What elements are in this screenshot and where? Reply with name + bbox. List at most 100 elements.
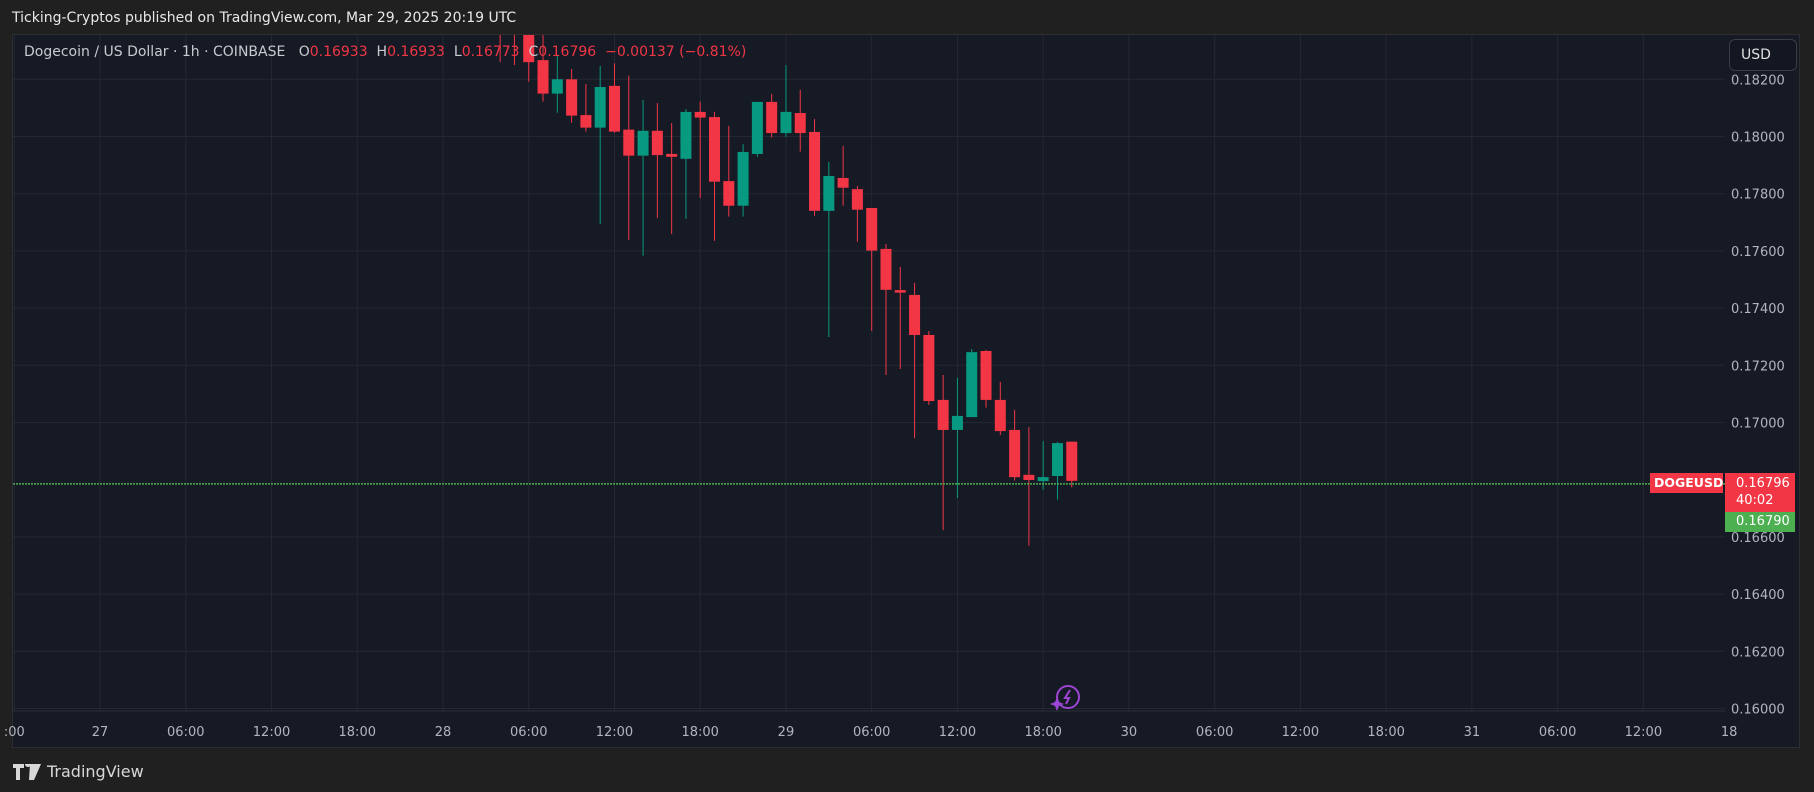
candle-body [880, 248, 892, 290]
candle-body [594, 87, 606, 128]
candle-body [651, 130, 663, 156]
time-tick-label: 30 [1121, 725, 1138, 740]
time-tick-label: 27 [92, 725, 109, 740]
change-value: −0.00137 (−0.81%) [605, 44, 747, 60]
candle-body [851, 189, 863, 210]
price-axis[interactable]: 0.18200 0.18000 0.17800 0.17600 0.17400 0.172… [1731, 73, 1785, 717]
price-tick-label: 0.16000 [1731, 703, 1785, 718]
time-tick-label: 18 [1721, 725, 1738, 740]
candle [966, 348, 978, 418]
candle-body [551, 79, 563, 94]
candle [880, 244, 892, 376]
high-label: H [376, 44, 388, 60]
candle-body [737, 151, 749, 206]
candle [1023, 427, 1035, 546]
candle-body [1023, 474, 1035, 480]
bar-countdown: 40:02 [1736, 493, 1774, 508]
candle [894, 266, 906, 370]
candle-body [994, 399, 1006, 432]
candle [666, 123, 678, 235]
candle [851, 185, 863, 242]
close-label: C [528, 44, 539, 60]
lightning-icon[interactable] [1050, 685, 1080, 711]
candle [651, 103, 663, 219]
candle [951, 377, 963, 499]
candle-body [951, 415, 963, 430]
candle-body [509, 0, 520, 5]
candle [766, 93, 778, 138]
candle-body [709, 117, 721, 182]
candle-body [623, 129, 635, 156]
candle [608, 63, 620, 133]
candle [723, 125, 735, 217]
candle [709, 111, 721, 241]
price-tick-label: 0.17400 [1731, 302, 1785, 317]
candle-body [866, 208, 878, 251]
candle [1037, 441, 1049, 490]
time-axis[interactable]: :00 27 06:00 12:00 18:00 28 06:00 12:00 18:00 29 0… [4, 725, 1738, 740]
time-tick-label: 12:00 [939, 725, 976, 740]
candle [1009, 409, 1021, 481]
candle [866, 208, 878, 331]
grid-lines [13, 35, 1725, 711]
candle [780, 65, 792, 137]
candle-body [837, 177, 849, 188]
time-tick-label: 12:00 [1625, 725, 1662, 740]
candle-body [580, 115, 592, 128]
candle [980, 349, 992, 408]
candle-body [666, 153, 678, 157]
time-tick-label: 12:00 [1282, 725, 1319, 740]
candle [580, 83, 592, 132]
candle-body [495, 0, 506, 8]
last-price: 0.16796 [1736, 476, 1790, 491]
candle [566, 69, 578, 123]
time-tick-label: 06:00 [1196, 725, 1233, 740]
currency-button[interactable]: USD [1729, 39, 1797, 71]
candle-body [823, 175, 835, 211]
candle-body [637, 130, 649, 156]
high-value: 0.16933 [387, 44, 445, 60]
candle [551, 56, 563, 113]
candle [623, 75, 635, 241]
price-tick-label: 0.18200 [1731, 73, 1785, 88]
candle-body [1037, 477, 1049, 482]
candle-body [523, 35, 535, 63]
candle-body [608, 85, 620, 132]
candle [809, 119, 821, 216]
candle-body [809, 131, 821, 211]
candle-body [909, 294, 921, 335]
time-tick-label: 06:00 [510, 725, 547, 740]
candle [737, 144, 749, 217]
tradingview-logo-icon [13, 763, 41, 780]
candle [751, 101, 763, 157]
time-tick-label: 18:00 [339, 725, 376, 740]
time-tick-label: 06:00 [1539, 725, 1576, 740]
candle [1051, 441, 1063, 500]
symbol-title: Dogecoin / US Dollar · 1h · COINBASE [24, 44, 286, 60]
candle-body [794, 113, 806, 134]
tradingview-logo[interactable]: TradingView [13, 762, 144, 781]
time-tick-label: 28 [435, 725, 452, 740]
chart-frame[interactable] [12, 34, 1800, 748]
last-price-tag: 0.16796 40:02 [1725, 473, 1795, 512]
candle-body [537, 60, 549, 94]
price-tick-label: 0.17800 [1731, 188, 1785, 203]
candle-body [1066, 441, 1078, 481]
candle [923, 330, 935, 406]
candle [823, 161, 835, 337]
candle-body [923, 334, 935, 402]
time-tick-label: 12:00 [253, 725, 290, 740]
price-tick-label: 0.18000 [1731, 131, 1785, 146]
candle [537, 35, 549, 102]
candle-body [723, 181, 735, 206]
open-label: O [298, 44, 310, 60]
symbol-legend: Dogecoin / US Dollar · 1h · COINBASE O 0.… [24, 44, 746, 60]
candle [837, 145, 849, 206]
candle [794, 89, 806, 152]
candle [509, 0, 520, 65]
price-tick-label: 0.17600 [1731, 245, 1785, 260]
candle-body [1051, 443, 1063, 476]
time-tick-label: 18:00 [681, 725, 718, 740]
time-tick-label: 12:00 [596, 725, 633, 740]
